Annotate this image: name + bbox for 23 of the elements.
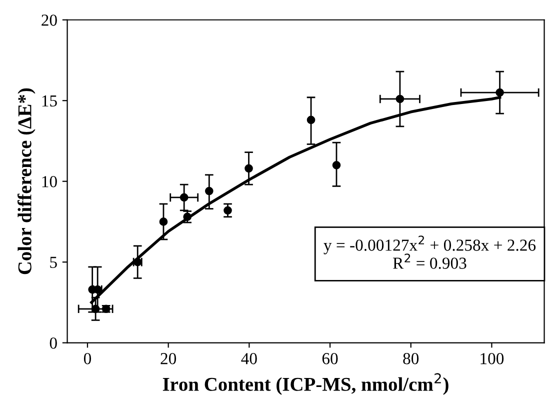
- point: [180, 193, 188, 202]
- y-tick-label: 0: [50, 337, 57, 349]
- point: [396, 94, 404, 104]
- y-tick-label: 10: [42, 176, 57, 188]
- x-tick-label: 100: [480, 352, 504, 364]
- point: [224, 206, 232, 215]
- x-tick-label: 80: [403, 352, 419, 364]
- x-tick-label: 20: [160, 352, 176, 364]
- point: [159, 218, 168, 226]
- x-tick-label: 60: [322, 352, 338, 364]
- y-axis-title: Color difference (ΔE*): [18, 88, 36, 274]
- x-tick-label: 40: [241, 352, 257, 364]
- y-tick-label: 5: [50, 256, 57, 268]
- point: [244, 164, 253, 173]
- x-tick-label: 0: [84, 352, 92, 364]
- text: y = -0.00127x$^{2}$ + 0.258x + 2.26 R$^{2}$ = 0.903: [324, 236, 536, 269]
- point: [306, 116, 316, 124]
- point: [204, 186, 214, 196]
- point: [496, 88, 504, 97]
- y-tick-label: 15: [42, 95, 57, 107]
- point: [332, 161, 341, 170]
- x-axis-title: Iron Content (ICP-MS, nmol/cm$^{2}$): [162, 373, 448, 395]
- y-tick-label: 20: [42, 14, 57, 26]
